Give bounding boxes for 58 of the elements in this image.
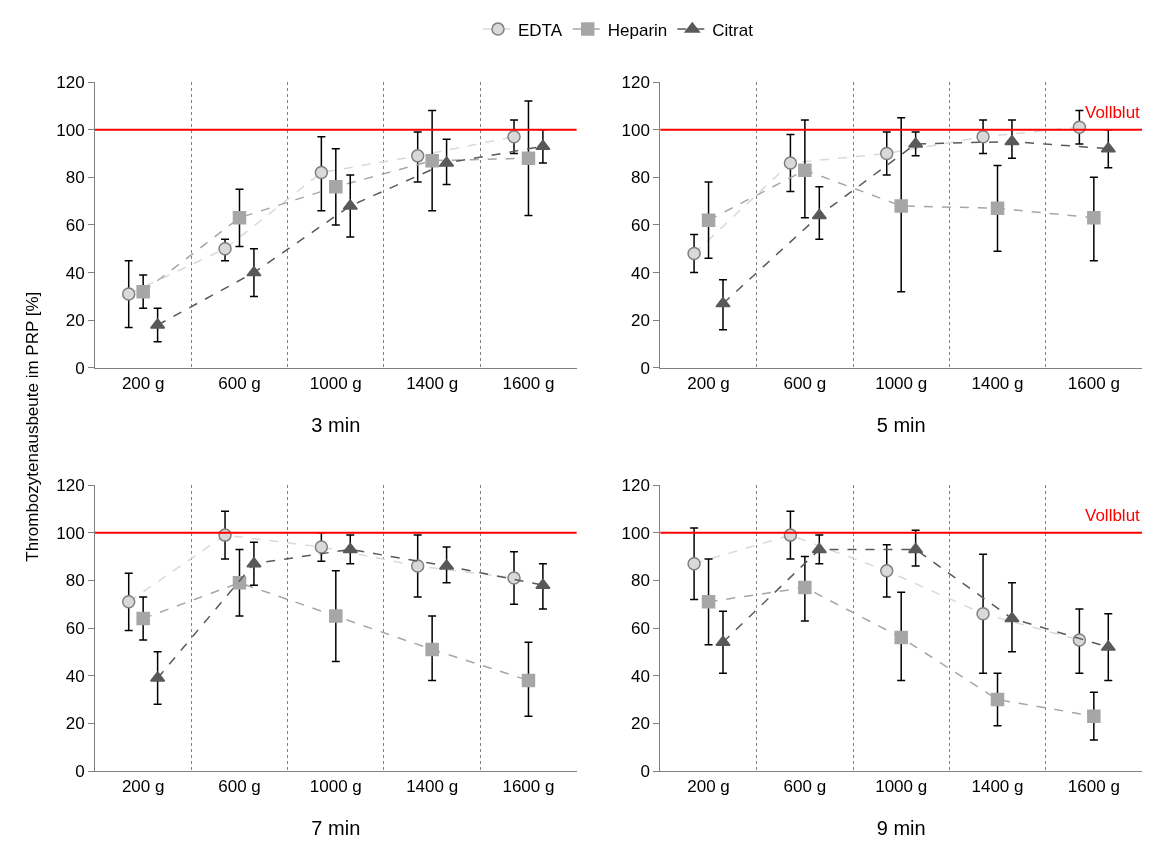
- y-tick-label: 20: [631, 714, 650, 734]
- y-tick-label: 60: [65, 215, 85, 235]
- y-tick-label: 20: [65, 714, 85, 734]
- x-tick-label: 600 g: [783, 374, 827, 394]
- y-tick-label: 0: [640, 761, 650, 781]
- y-tick-label: 40: [631, 666, 650, 686]
- x-tick-label: 600 g: [783, 777, 827, 797]
- x-tick-label: 1000 g: [875, 374, 928, 394]
- ref-line-label: Vollblut: [1085, 506, 1141, 525]
- x-tick-label: 1600 g: [1067, 374, 1120, 394]
- legend-label: EDTA: [518, 20, 563, 40]
- y-tick-label: 0: [75, 761, 85, 781]
- legend-label: Citrat: [712, 20, 754, 40]
- x-tick-label: 1000 g: [875, 777, 928, 797]
- y-tick-label: 80: [631, 571, 650, 591]
- y-tick-label: 80: [65, 571, 85, 591]
- x-tick-label: 1400 g: [406, 777, 459, 797]
- x-axis-title: 5 min: [876, 413, 926, 436]
- x-axis-title: 3 min: [311, 413, 361, 436]
- y-tick-label: 100: [621, 523, 650, 543]
- y-tick-label: 40: [65, 263, 85, 283]
- y-tick-label: 100: [56, 120, 85, 140]
- y-tick-label: 60: [631, 215, 650, 235]
- y-tick-label: 40: [631, 263, 650, 283]
- x-tick-label: 200 g: [121, 374, 165, 394]
- y-tick-label: 80: [65, 168, 85, 188]
- x-tick-label: 1600 g: [502, 777, 555, 797]
- y-tick-label: 100: [56, 523, 85, 543]
- y-tick-label: 120: [56, 476, 85, 496]
- x-tick-label: 1400 g: [971, 374, 1024, 394]
- x-tick-label: 1000 g: [309, 374, 362, 394]
- x-tick-label: 1600 g: [1067, 777, 1120, 797]
- y-tick-label: 0: [640, 358, 650, 378]
- x-tick-label: 1600 g: [502, 374, 555, 394]
- x-tick-label: 600 g: [218, 777, 261, 797]
- x-tick-label: 1400 g: [406, 374, 459, 394]
- y-tick-label: 60: [65, 618, 85, 638]
- y-tick-label: 120: [621, 476, 650, 496]
- legend-label: Heparin: [607, 20, 668, 40]
- y-tick-label: 20: [631, 311, 650, 331]
- x-tick-label: 200 g: [121, 777, 165, 797]
- x-axis-title: 7 min: [311, 816, 361, 839]
- y-tick-label: 120: [621, 72, 650, 92]
- x-tick-label: 200 g: [687, 777, 730, 797]
- y-axis-title: Thrombozytenausbeute im PRP [%]: [22, 291, 42, 562]
- x-tick-label: 1400 g: [971, 777, 1024, 797]
- y-tick-label: 40: [65, 666, 85, 686]
- y-tick-label: 80: [631, 168, 650, 188]
- y-tick-label: 20: [65, 311, 85, 331]
- x-tick-label: 600 g: [218, 374, 261, 394]
- x-axis-title: 9 min: [876, 816, 926, 839]
- y-tick-label: 100: [621, 120, 650, 140]
- x-tick-label: 200 g: [687, 374, 730, 394]
- ref-line-label: Vollblut: [1085, 103, 1141, 122]
- y-tick-label: 120: [56, 72, 85, 92]
- y-tick-label: 60: [631, 618, 650, 638]
- y-tick-label: 0: [75, 358, 85, 378]
- x-tick-label: 1000 g: [309, 777, 362, 797]
